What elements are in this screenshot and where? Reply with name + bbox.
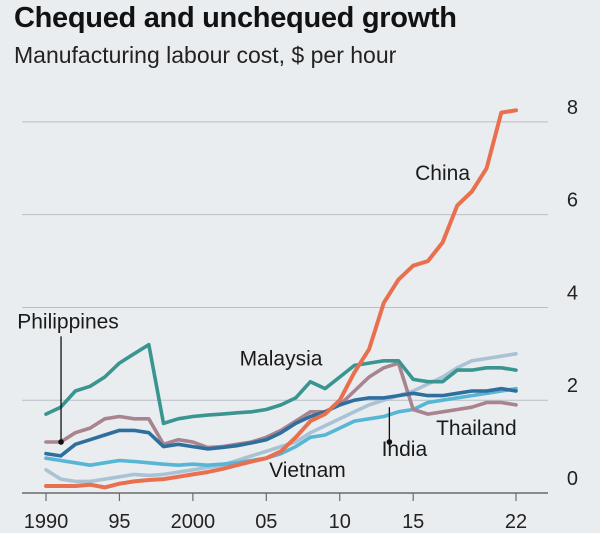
series-label-vietnam: Vietnam bbox=[269, 459, 346, 482]
series-label-india: India bbox=[382, 438, 428, 461]
series-label-thailand: Thailand bbox=[436, 417, 517, 440]
leader-dot-philippines bbox=[58, 439, 64, 445]
series-labels: Philippines China Malaysia Thailand India Vie… bbox=[17, 162, 516, 482]
y-tick-label-6: 6 bbox=[567, 190, 578, 212]
series-line-india bbox=[44, 386, 518, 467]
x-tick-label-2000: 2000 bbox=[171, 511, 216, 533]
y-tick-label-4: 4 bbox=[567, 282, 578, 304]
y-tick-label-8: 8 bbox=[567, 97, 578, 119]
y-tick-label-0: 0 bbox=[567, 468, 578, 490]
x-tick-label-95: 95 bbox=[108, 511, 130, 533]
y-tick-label-2: 2 bbox=[567, 375, 578, 397]
series-line-philippines bbox=[44, 386, 518, 458]
series-label-philippines: Philippines bbox=[17, 310, 119, 333]
x-tick-label-22: 22 bbox=[505, 511, 527, 533]
leader-dot-india bbox=[386, 439, 393, 445]
series-label-china: China bbox=[415, 162, 470, 185]
chart-subtitle: Manufacturing labour cost, $ per hour bbox=[14, 42, 397, 68]
series-lines bbox=[44, 108, 518, 490]
gridlines bbox=[22, 121, 548, 494]
series-line-china bbox=[44, 108, 518, 490]
x-tick-label-1990: 1990 bbox=[24, 511, 69, 533]
chart-title: Chequed and unchequed growth bbox=[14, 2, 457, 34]
series-line-malaysia bbox=[44, 342, 518, 426]
x-tick-label-10: 10 bbox=[329, 511, 351, 533]
x-ticks: 1990 95 2000 05 10 15 22 bbox=[24, 493, 527, 533]
series-line-vietnam bbox=[44, 352, 518, 484]
x-tick-label-15: 15 bbox=[402, 511, 424, 533]
series-label-malaysia: Malaysia bbox=[240, 347, 323, 370]
y-tick-labels: 0 2 4 6 8 bbox=[567, 97, 578, 490]
x-tick-label-05: 05 bbox=[255, 511, 277, 533]
series-line-thailand bbox=[44, 361, 518, 450]
